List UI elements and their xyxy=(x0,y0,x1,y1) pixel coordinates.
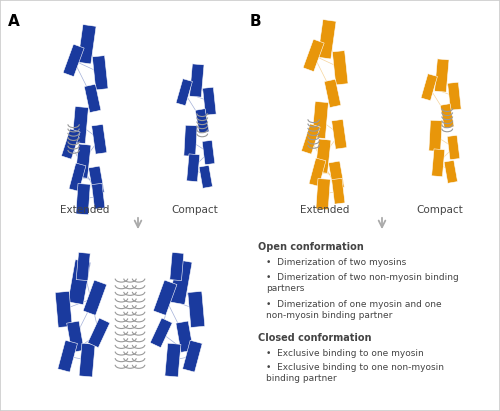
Polygon shape xyxy=(199,165,212,188)
Polygon shape xyxy=(76,252,90,281)
Polygon shape xyxy=(83,280,106,315)
Polygon shape xyxy=(432,149,445,177)
Polygon shape xyxy=(196,109,209,134)
Text: Open conformation: Open conformation xyxy=(258,242,364,252)
Polygon shape xyxy=(176,321,194,352)
Text: Extended: Extended xyxy=(60,205,110,215)
Polygon shape xyxy=(332,51,348,85)
Polygon shape xyxy=(444,160,458,183)
Polygon shape xyxy=(182,340,203,372)
Text: •  Exclusive binding to one non-myosin
binding partner: • Exclusive binding to one non-myosin bi… xyxy=(266,363,444,383)
Polygon shape xyxy=(69,163,86,192)
Polygon shape xyxy=(84,84,101,113)
Polygon shape xyxy=(150,318,172,348)
Polygon shape xyxy=(186,154,200,182)
Polygon shape xyxy=(55,291,72,328)
Polygon shape xyxy=(165,343,181,377)
Polygon shape xyxy=(302,124,320,154)
Polygon shape xyxy=(332,119,347,149)
Text: B: B xyxy=(250,14,262,29)
Polygon shape xyxy=(62,129,80,159)
Polygon shape xyxy=(58,340,78,372)
Polygon shape xyxy=(79,343,95,377)
Polygon shape xyxy=(315,139,331,173)
Polygon shape xyxy=(92,183,105,209)
Polygon shape xyxy=(92,125,107,154)
Polygon shape xyxy=(309,158,326,187)
Polygon shape xyxy=(76,183,90,215)
Polygon shape xyxy=(440,104,454,128)
Polygon shape xyxy=(88,318,110,348)
Text: Compact: Compact xyxy=(416,205,464,215)
FancyArrowPatch shape xyxy=(134,218,141,227)
Polygon shape xyxy=(328,161,344,189)
Polygon shape xyxy=(318,19,336,59)
Polygon shape xyxy=(78,25,96,64)
Polygon shape xyxy=(429,120,442,151)
Polygon shape xyxy=(324,79,341,108)
Polygon shape xyxy=(63,44,84,76)
Text: •  Dimerization of one myosin and one
non-myosin binding partner: • Dimerization of one myosin and one non… xyxy=(266,300,442,320)
Polygon shape xyxy=(202,87,216,115)
Text: •  Dimerization of two non-myosin binding
partners: • Dimerization of two non-myosin binding… xyxy=(266,272,459,293)
Polygon shape xyxy=(176,79,192,106)
Polygon shape xyxy=(190,64,204,97)
Text: •  Dimerization of two myosins: • Dimerization of two myosins xyxy=(266,258,406,267)
Polygon shape xyxy=(154,280,177,315)
Polygon shape xyxy=(66,321,84,352)
Polygon shape xyxy=(316,178,330,210)
Polygon shape xyxy=(170,260,192,305)
Polygon shape xyxy=(184,125,197,156)
Text: •  Exclusive binding to one myosin: • Exclusive binding to one myosin xyxy=(266,349,424,358)
Polygon shape xyxy=(92,55,108,90)
Polygon shape xyxy=(303,39,324,72)
Polygon shape xyxy=(68,260,90,305)
Polygon shape xyxy=(88,166,104,194)
Polygon shape xyxy=(332,178,345,204)
Polygon shape xyxy=(202,140,215,165)
Text: Closed conformation: Closed conformation xyxy=(258,332,372,342)
Polygon shape xyxy=(188,291,205,328)
Polygon shape xyxy=(421,74,438,101)
Polygon shape xyxy=(170,252,184,281)
Text: Extended: Extended xyxy=(300,205,350,215)
Text: A: A xyxy=(8,14,20,29)
Text: Compact: Compact xyxy=(172,205,218,215)
Polygon shape xyxy=(448,82,461,110)
Polygon shape xyxy=(434,59,449,92)
Polygon shape xyxy=(75,144,91,178)
Polygon shape xyxy=(312,102,328,139)
FancyArrowPatch shape xyxy=(378,218,386,227)
Polygon shape xyxy=(447,135,460,160)
Polygon shape xyxy=(72,106,88,143)
